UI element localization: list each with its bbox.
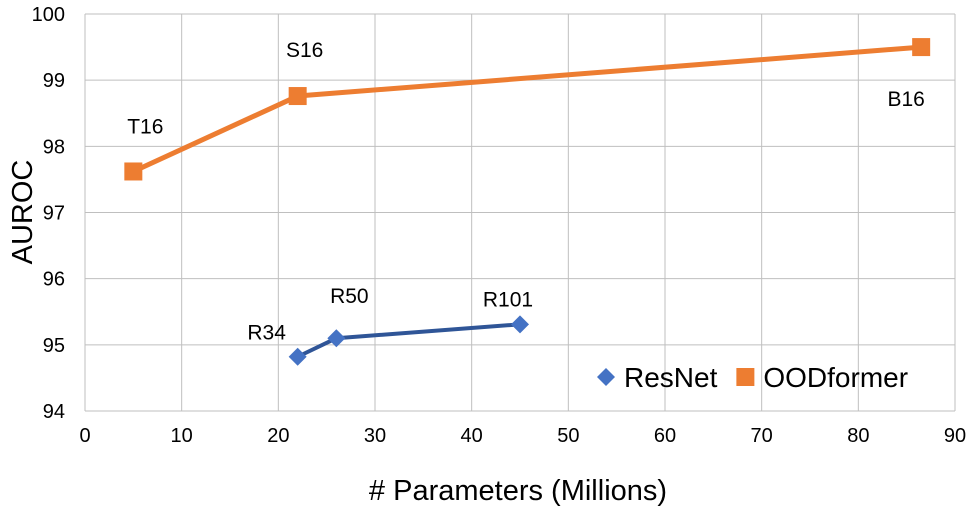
x-tick-label: 60: [654, 425, 676, 447]
x-tick-label: 70: [751, 425, 773, 447]
point-label-r50: R50: [330, 285, 369, 308]
oodformer-point: [912, 38, 931, 57]
y-tick-label: 99: [43, 70, 65, 92]
x-tick-label: 40: [461, 425, 483, 447]
legend: ResNet OODformer: [597, 362, 908, 393]
y-tick-label: 94: [43, 401, 65, 423]
x-tick-label: 0: [79, 425, 90, 447]
x-tick-label: 30: [364, 425, 386, 447]
point-label-r101: R101: [483, 288, 533, 311]
oodformer-legend-marker: [736, 368, 755, 386]
x-axis-title: # Parameters (Millions): [369, 475, 667, 507]
y-tick-label: 96: [43, 269, 65, 291]
point-label-b16: B16: [887, 88, 924, 111]
point-label-r34: R34: [247, 322, 286, 345]
oodformer-legend-label: OODformer: [763, 362, 908, 393]
x-tick-label: 50: [557, 425, 579, 447]
y-tick-label: 100: [32, 4, 65, 26]
x-tick-label: 80: [847, 425, 869, 447]
point-labels: R34 R50 R101 T16 S16 B16: [127, 39, 925, 345]
x-tick-label: 10: [171, 425, 193, 447]
y-tick-label: 95: [43, 335, 65, 357]
point-label-s16: S16: [286, 39, 323, 62]
y-tick-label: 98: [43, 136, 65, 158]
resnet-point: [327, 329, 346, 348]
oodformer-line: [132, 44, 922, 174]
oodformer-point: [124, 162, 143, 181]
grid: [84, 13, 956, 412]
oodformer-point: [288, 87, 307, 106]
point-label-t16: T16: [127, 115, 163, 138]
resnet-legend-marker: [597, 368, 615, 386]
resnet-legend-label: ResNet: [624, 362, 718, 393]
y-axis-title: AUROC: [7, 160, 39, 265]
x-tick-label: 90: [944, 425, 966, 447]
tick-labels: 0 10 20 30 40 50 60 70 80 90 94 95 96 97 98 99 100: [32, 4, 967, 447]
series-markers: [124, 38, 931, 366]
resnet-point: [288, 347, 307, 366]
x-tick-label: 20: [267, 425, 289, 447]
y-tick-label: 97: [43, 203, 65, 225]
resnet-point: [511, 315, 529, 334]
